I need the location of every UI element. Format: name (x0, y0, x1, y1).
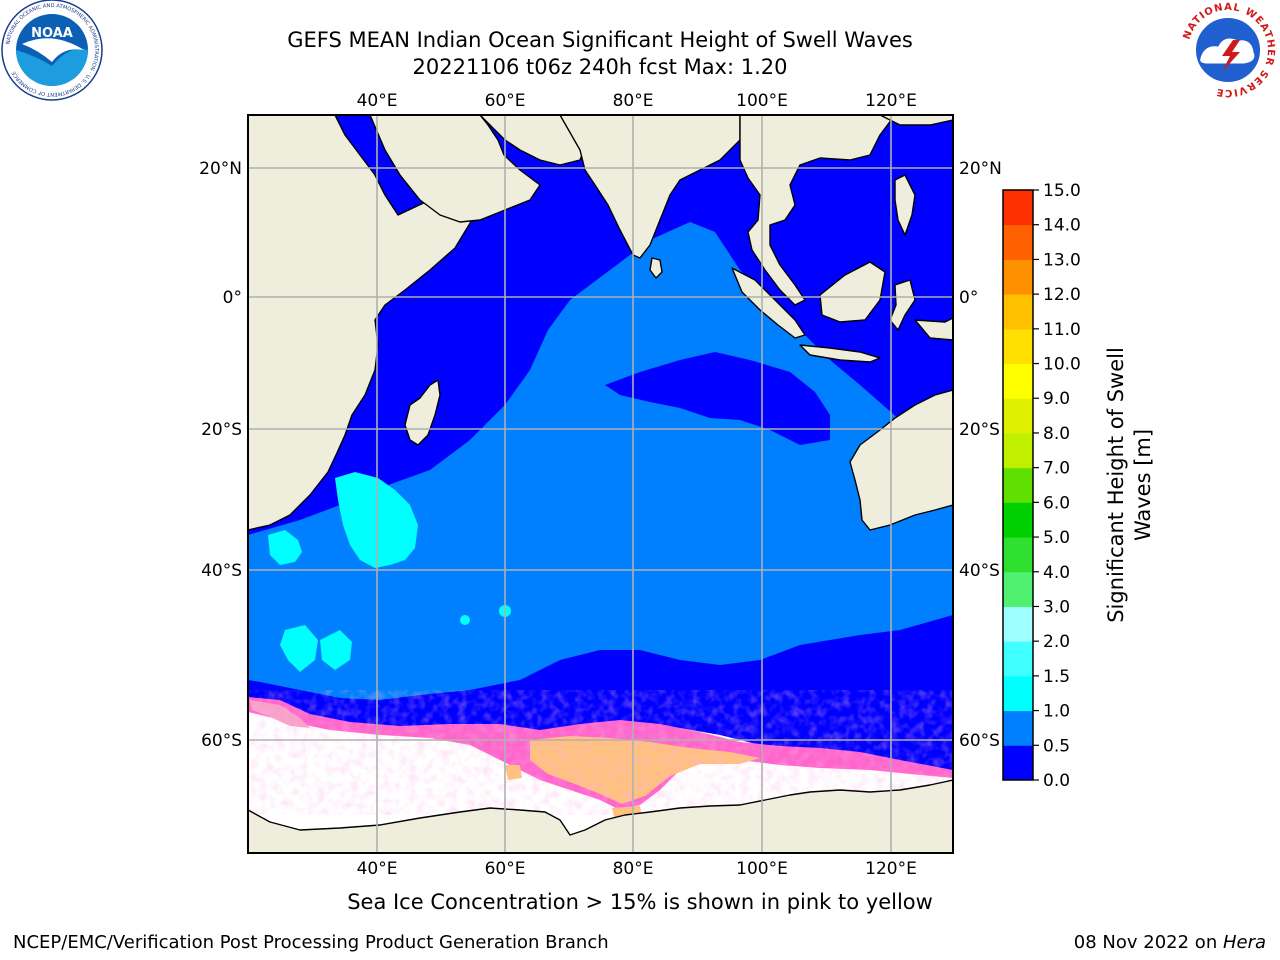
colorbar-label-line1: Significant Height of Swell (1104, 347, 1128, 623)
lon-top-40: 40°E (357, 91, 398, 111)
colorbar-swatch (1003, 537, 1033, 573)
nws-logo: NATIONAL WEATHER SERVICE (1181, 2, 1275, 98)
colorbar-swatch (1003, 467, 1033, 503)
lon-top-120: 120°E (865, 91, 917, 111)
swell-band-0.5-1.0 (248, 222, 953, 700)
colorbar-tick-label: 1.5 (1043, 667, 1070, 687)
lon-top-100: 100°E (736, 91, 788, 111)
axis-labels: 40°E 60°E 80°E 100°E 120°E 40°E 60°E 80°… (199, 91, 1002, 879)
colorbar-swatch (1003, 259, 1033, 295)
borneo (819, 261, 886, 323)
colorbar-tick-label: 14.0 (1043, 216, 1081, 236)
colorbar-swatch (1003, 710, 1033, 746)
lon-bottom-40: 40°E (357, 859, 398, 879)
lat-right-40s: 40°S (959, 561, 1000, 581)
islands-east (914, 317, 953, 341)
lon-bottom-80: 80°E (613, 859, 654, 879)
lon-bottom-120: 120°E (865, 859, 917, 879)
colorbar-swatch (1003, 502, 1033, 538)
swell-pocket (605, 352, 830, 445)
colorbar-tick-label: 5.0 (1043, 528, 1070, 548)
southeast-asia (739, 115, 896, 306)
sumatra (731, 267, 806, 339)
colorbar-tick-label: 6.0 (1043, 493, 1070, 513)
colorbar-swatch (1003, 363, 1033, 399)
colorbar-tick-label: 13.0 (1043, 250, 1081, 270)
colorbar-swatch (1003, 571, 1033, 607)
lat-right-60s: 60°S (959, 731, 1000, 751)
colorbar-swatch (1003, 675, 1033, 712)
india (559, 115, 741, 259)
colorbar-tick-label: 11.0 (1043, 320, 1081, 340)
java (799, 344, 881, 363)
lat-left-0: 0° (223, 288, 242, 308)
lon-top-80: 80°E (613, 91, 654, 111)
taiwan-area (879, 115, 953, 126)
footer-machine: Hera (1222, 932, 1266, 953)
colorbar-swatch (1003, 328, 1033, 365)
colorbar-tick-label: 4.0 (1043, 563, 1070, 583)
colorbar-swatch (1003, 224, 1033, 260)
colorbar-tick-label: 12.0 (1043, 285, 1081, 305)
lat-left-20n: 20°N (199, 159, 242, 179)
colorbar-swatch (1003, 641, 1033, 677)
colorbar-tick-label: 8.0 (1043, 424, 1070, 444)
colorbar: 0.0 0.5 1.0 1.5 2.0 3.0 4.0 5.0 6.0 7.0 8.0 9.0 10.0… (1002, 181, 1081, 791)
swell-band-1.0-1.5 (268, 472, 511, 672)
lat-right-20n: 20°N (959, 159, 1002, 179)
colorbar-tick-label: 10.0 (1043, 355, 1081, 375)
lat-left-20s: 20°S (201, 420, 242, 440)
footer-branch: NCEP/EMC/Verification Post Processing Pr… (13, 932, 609, 953)
sea-ice-note: Sea Ice Concentration > 15% is shown in … (347, 890, 933, 914)
sri-lanka (649, 257, 663, 279)
colorbar-label-line2: Waves [m] (1131, 429, 1155, 541)
colorbar-swatch (1003, 190, 1033, 226)
noaa-logo-text: NOAA (31, 26, 73, 41)
colorbar-tick-label: 0.0 (1043, 771, 1070, 791)
noaa-logo: NOAA NATIONAL OCEANIC AND ATMOSPHERIC AD… (1, 0, 103, 101)
colorbar-swatch (1003, 745, 1033, 781)
sulawesi (889, 279, 916, 331)
lat-left-60s: 60°S (201, 731, 242, 751)
colorbar-tick-label: 3.0 (1043, 597, 1070, 617)
graticule (248, 115, 953, 853)
lat-right-0: 0° (959, 288, 978, 308)
lon-bottom-100: 100°E (736, 859, 788, 879)
lat-right-20s: 20°S (959, 420, 1000, 440)
map-frame (247, 114, 954, 854)
colorbar-tick-label: 9.0 (1043, 389, 1070, 409)
colorbar-frame (1002, 189, 1034, 781)
colorbar-swatch (1003, 294, 1033, 330)
colorbar-swatch (1003, 398, 1033, 434)
colorbar-swatch (1003, 606, 1033, 642)
antarctica (248, 779, 953, 853)
africa (248, 115, 506, 531)
colorbar-swatch (1003, 432, 1033, 469)
footer-date-text: 08 Nov 2022 on (1073, 932, 1223, 953)
colorbar-tick-label: 7.0 (1043, 459, 1070, 479)
colorbar-tick-label: 0.5 (1043, 736, 1070, 756)
colorbar-tick-label: 2.0 (1043, 632, 1070, 652)
lat-left-40s: 40°S (201, 561, 242, 581)
lon-bottom-60: 60°E (485, 859, 526, 879)
philippines (894, 174, 916, 236)
chart-subtitle: 20221106 t06z 240h fcst Max: 1.20 (412, 55, 788, 79)
chart-title: GEFS MEAN Indian Ocean Significant Heigh… (287, 28, 913, 52)
colorbar-tick-label: 15.0 (1043, 181, 1081, 201)
lon-top-60: 60°E (485, 91, 526, 111)
colorbar-tick-label: 1.0 (1043, 702, 1070, 722)
australia (849, 389, 953, 531)
footer-date: 08 Nov 2022 on Hera (1074, 932, 1266, 953)
